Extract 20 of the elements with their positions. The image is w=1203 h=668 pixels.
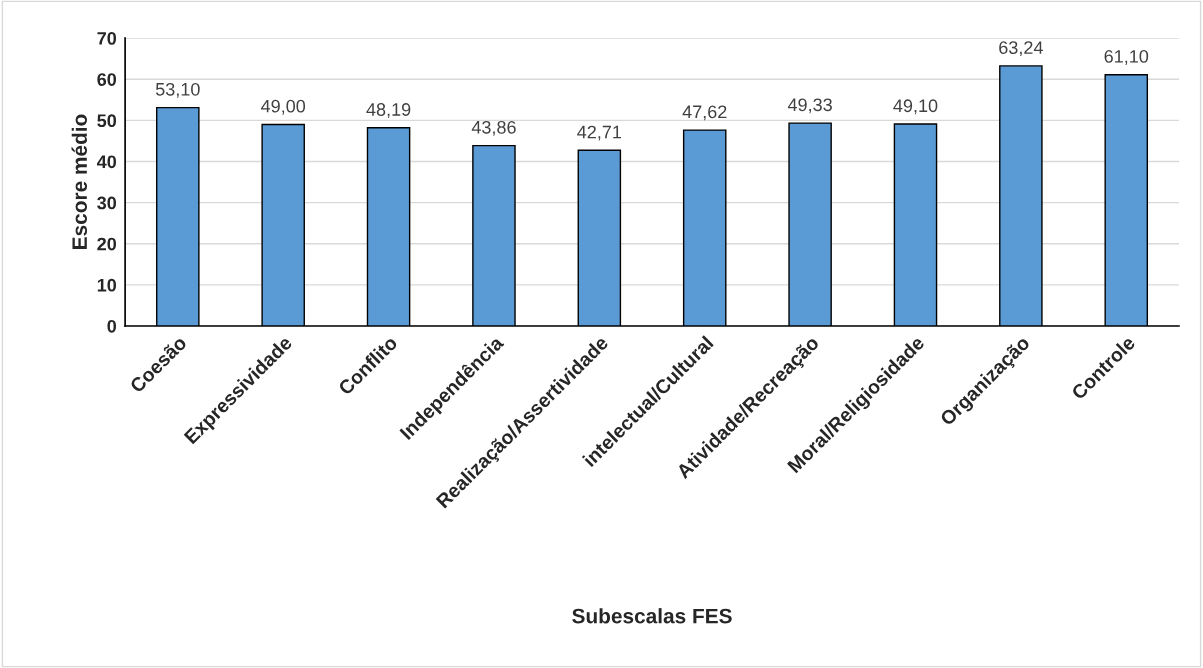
data-label: 49,33	[787, 98, 832, 114]
data-label: 43,86	[471, 120, 516, 136]
data-label: 47,62	[682, 105, 727, 121]
data-label: 42,71	[577, 125, 622, 141]
y-tick-label: 60	[97, 73, 117, 86]
y-tick-label: 70	[97, 32, 117, 45]
data-label: 48,19	[366, 103, 411, 119]
data-label: 49,10	[893, 99, 938, 115]
data-label: 49,00	[261, 99, 306, 115]
y-axis-title: Escore médio	[71, 114, 88, 249]
data-label: 63,24	[999, 41, 1043, 57]
data-label: 53,10	[155, 82, 200, 98]
y-tick-label: 40	[96, 155, 117, 169]
data-label: 61,10	[1104, 49, 1149, 65]
y-tick-label: 30	[97, 196, 117, 210]
y-tick-label: 0	[107, 319, 117, 333]
y-tick-label: 10	[97, 278, 117, 292]
y-tick-label: 20	[97, 237, 117, 251]
y-tick-label: 50	[97, 114, 117, 128]
x-axis-title: Subescalas FES	[572, 608, 732, 624]
